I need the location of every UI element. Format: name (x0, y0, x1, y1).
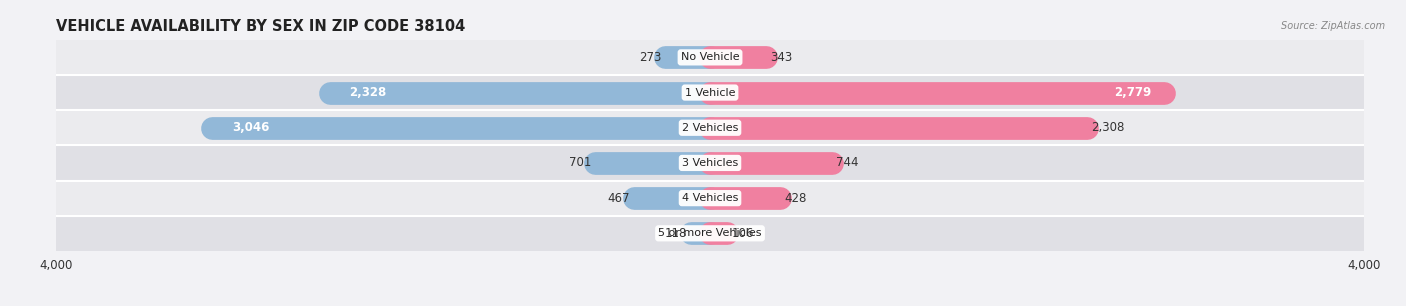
Text: VEHICLE AVAILABILITY BY SEX IN ZIP CODE 38104: VEHICLE AVAILABILITY BY SEX IN ZIP CODE … (56, 20, 465, 35)
Text: 3,046: 3,046 (232, 121, 269, 134)
Bar (56, 110, 1364, 145)
Text: 701: 701 (569, 156, 592, 170)
Text: 428: 428 (785, 192, 807, 205)
Text: 1 Vehicle: 1 Vehicle (685, 88, 735, 98)
Bar (56, 181, 1364, 216)
Text: No Vehicle: No Vehicle (681, 52, 740, 62)
Text: 2,328: 2,328 (349, 86, 387, 99)
Text: 2,779: 2,779 (1114, 86, 1152, 99)
Text: 273: 273 (638, 51, 661, 64)
Text: 118: 118 (664, 227, 686, 240)
Bar (56, 40, 1364, 75)
Text: 744: 744 (835, 156, 858, 170)
Bar (56, 75, 1364, 110)
Text: 2 Vehicles: 2 Vehicles (682, 123, 738, 133)
Text: 3 Vehicles: 3 Vehicles (682, 158, 738, 168)
Text: 467: 467 (607, 192, 630, 205)
Text: 106: 106 (731, 227, 754, 240)
Text: 4 Vehicles: 4 Vehicles (682, 193, 738, 203)
Bar (56, 216, 1364, 251)
Bar (56, 145, 1364, 181)
Text: 5 or more Vehicles: 5 or more Vehicles (658, 228, 762, 238)
Text: 2,308: 2,308 (1091, 121, 1125, 134)
Text: Source: ZipAtlas.com: Source: ZipAtlas.com (1281, 21, 1385, 32)
Text: 343: 343 (770, 51, 793, 64)
